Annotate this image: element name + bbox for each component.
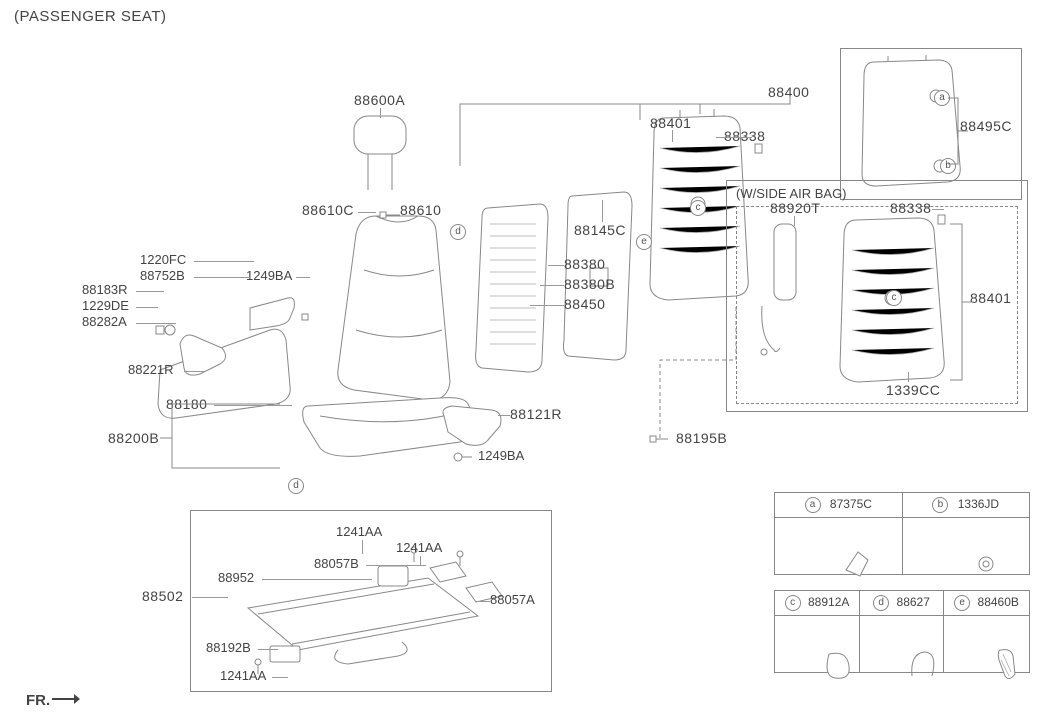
airbag-caption: (W/SIDE AIR BAG)	[736, 186, 847, 201]
label-1339CC: 1339CC	[886, 382, 940, 398]
leader	[136, 291, 164, 292]
label-1241AA-c: 1241AA	[220, 668, 266, 683]
leader	[794, 216, 795, 226]
fr-indicator: FR.	[26, 692, 50, 709]
leader	[194, 261, 254, 262]
label-88183R: 88183R	[82, 282, 128, 297]
fr-text: FR.	[26, 692, 50, 709]
leader	[362, 540, 363, 554]
callout-e: e	[636, 234, 652, 250]
callout-c2: c	[886, 290, 902, 306]
clip-icon	[752, 142, 766, 156]
label-1229DE: 1229DE	[82, 298, 129, 313]
legend-key-b: b	[932, 497, 948, 513]
legend-val-e: 88460B	[978, 595, 1019, 609]
label-88282A: 88282A	[82, 314, 127, 329]
label-1241AA-a: 1241AA	[336, 524, 382, 539]
diagram-canvas: (PASSENGER SEAT) 88600A 88610C	[0, 0, 1063, 727]
label-1220FC: 1220FC	[140, 252, 186, 267]
callout-c: c	[690, 200, 706, 216]
leader	[194, 277, 250, 278]
legend-icon-e	[987, 644, 1027, 684]
legend-val-c: 88912A	[808, 595, 849, 609]
label-88920T: 88920T	[770, 200, 820, 216]
leader	[366, 565, 426, 566]
track-drawing	[218, 538, 518, 678]
legend-val-b: 1336JD	[958, 497, 999, 511]
legend-val-d: 88627	[897, 595, 930, 609]
label-1249BA-b: 1249BA	[478, 448, 524, 463]
bracket-88401b	[950, 224, 974, 384]
label-88502: 88502	[142, 588, 183, 604]
label-88338-b: 88338	[890, 200, 931, 216]
label-88221R: 88221R	[128, 362, 174, 377]
leader	[716, 137, 752, 138]
label-88401-b: 88401	[970, 290, 1011, 306]
leader	[262, 579, 372, 580]
inner-shield-drawing	[438, 402, 508, 452]
label-88952: 88952	[218, 570, 254, 585]
label-88057B: 88057B	[314, 556, 359, 571]
leader	[476, 601, 490, 602]
label-88121R: 88121R	[510, 406, 562, 422]
leader	[672, 130, 673, 142]
legend-icon-b	[966, 546, 1006, 582]
label-1249BA-a: 1249BA	[246, 268, 292, 283]
airbag-module-drawing	[758, 218, 818, 358]
leader	[136, 323, 176, 324]
label-88200B: 88200B	[108, 430, 159, 446]
legend-key-a: a	[805, 497, 821, 513]
legend-key-c: c	[785, 595, 801, 611]
clip-icon-b	[936, 214, 948, 226]
leader	[258, 649, 278, 650]
legend-table-2: c 88912A d 88627 e 88460B	[774, 590, 1030, 673]
label-88057A: 88057A	[490, 592, 535, 607]
leader	[192, 597, 228, 598]
legend-key-e: e	[954, 595, 970, 611]
legend-key-d: d	[873, 595, 889, 611]
label-88401-a: 88401	[650, 115, 691, 131]
leader-88200B	[160, 394, 320, 484]
leader	[296, 277, 310, 278]
leader	[272, 677, 288, 678]
legend-val-a: 87375C	[830, 497, 872, 511]
legend-table: a 87375C b 1336JD	[774, 492, 1030, 575]
leader	[184, 371, 204, 372]
label-88752B: 88752B	[140, 268, 185, 283]
diagram-title: (PASSENGER SEAT)	[14, 8, 166, 25]
legend-icon-c	[817, 644, 857, 684]
screw-icon	[452, 450, 474, 464]
label-88192B: 88192B	[206, 640, 251, 655]
bracket-88495C	[948, 98, 968, 168]
legend-icon-d	[902, 644, 942, 684]
label-1241AA-b: 1241AA	[396, 540, 442, 555]
fr-arrow-icon	[50, 692, 80, 706]
legend-icon-a	[838, 546, 878, 582]
leader	[498, 415, 510, 416]
leader	[136, 307, 158, 308]
leader	[932, 209, 944, 210]
leader	[908, 372, 909, 382]
callout-d: d	[450, 224, 466, 240]
